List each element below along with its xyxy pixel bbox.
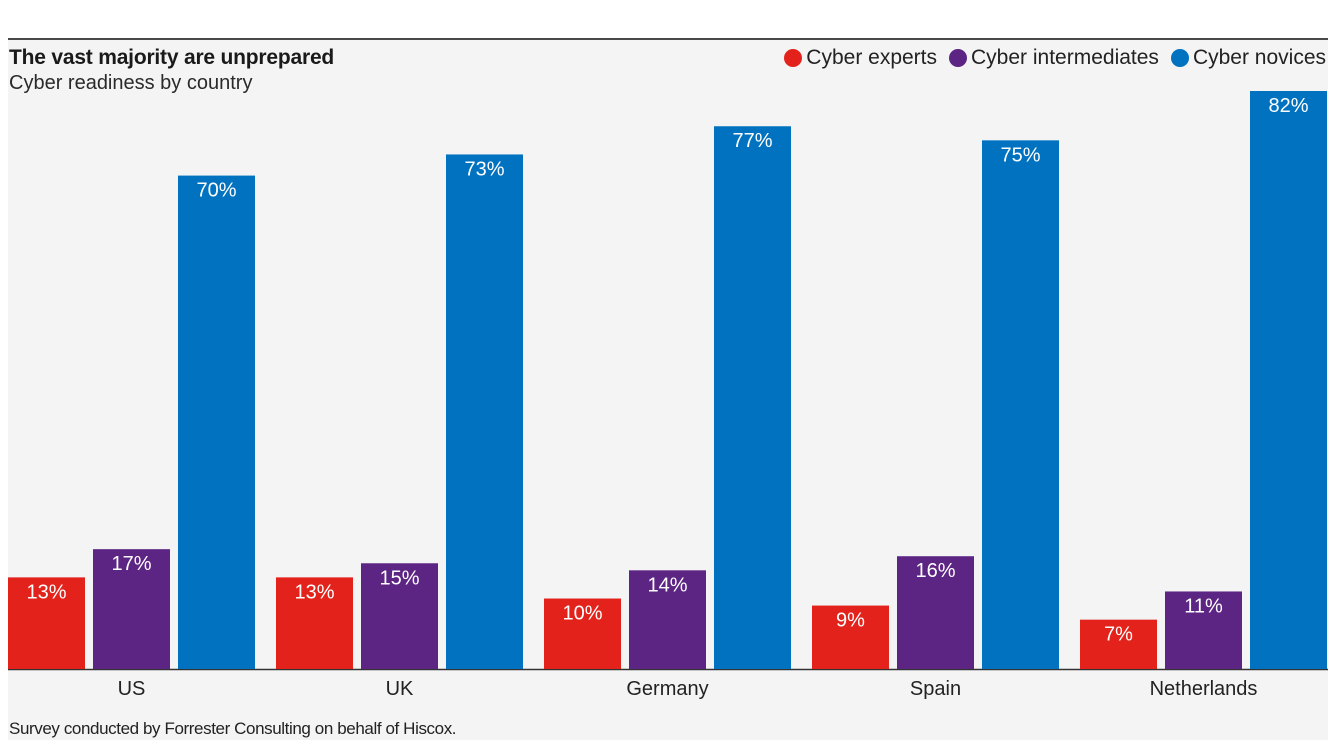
legend-item-intermediates: Cyber intermediates xyxy=(949,46,1159,70)
chart-legend: Cyber experts Cyber intermediates Cyber … xyxy=(772,46,1326,70)
data-label-us-cyber-experts: 13% xyxy=(26,581,66,603)
data-label-us-cyber-intermediates: 17% xyxy=(111,553,151,575)
source-note: Survey conducted by Forrester Consulting… xyxy=(9,719,457,738)
x-tick-label-uk: UK xyxy=(386,678,414,700)
data-label-germany-cyber-intermediates: 14% xyxy=(647,574,687,596)
data-label-uk-cyber-novices: 73% xyxy=(464,158,504,180)
data-label-spain-cyber-novices: 75% xyxy=(1000,144,1040,166)
x-tick-label-us: US xyxy=(118,678,146,700)
data-label-germany-cyber-experts: 10% xyxy=(562,603,602,625)
bar-spain-cyber-experts xyxy=(812,605,889,669)
data-label-germany-cyber-novices: 77% xyxy=(732,130,772,152)
chart-title: The vast majority are unprepared xyxy=(9,46,335,69)
legend-label-novices: Cyber novices xyxy=(1192,46,1326,69)
x-tick-label-germany: Germany xyxy=(626,678,708,700)
bar-netherlands-cyber-experts xyxy=(1080,619,1157,669)
bar-uk-cyber-intermediates xyxy=(361,563,438,669)
data-label-spain-cyber-experts: 9% xyxy=(836,610,865,632)
legend-item-experts: Cyber experts xyxy=(784,46,937,70)
data-label-uk-cyber-intermediates: 15% xyxy=(379,567,419,589)
data-label-spain-cyber-intermediates: 16% xyxy=(915,560,955,582)
bar-us-cyber-experts xyxy=(8,577,85,669)
x-tick-label-netherlands: Netherlands xyxy=(1150,678,1258,700)
bar-us-cyber-novices xyxy=(178,175,255,669)
bar-us-cyber-intermediates xyxy=(93,549,170,669)
bar-spain-cyber-intermediates xyxy=(897,556,974,669)
legend-label-intermediates: Cyber intermediates xyxy=(971,46,1159,69)
bar-germany-cyber-experts xyxy=(544,598,621,669)
data-label-us-cyber-novices: 70% xyxy=(196,180,236,202)
bar-germany-cyber-novices xyxy=(714,126,791,670)
bar-uk-cyber-experts xyxy=(276,577,353,669)
legend-label-experts: Cyber experts xyxy=(806,46,938,69)
chart-subtitle: Cyber readiness by country xyxy=(9,72,253,94)
bar-netherlands-cyber-intermediates xyxy=(1165,591,1242,669)
legend-item-novices: Cyber novices xyxy=(1170,46,1326,70)
x-tick-label-spain: Spain xyxy=(910,678,961,700)
bar-germany-cyber-intermediates xyxy=(629,570,706,669)
bar-uk-cyber-novices xyxy=(446,154,523,669)
bar-netherlands-cyber-novices xyxy=(1250,91,1327,669)
bar-spain-cyber-novices xyxy=(982,140,1059,670)
legend-dot-novices xyxy=(1170,49,1189,67)
data-label-netherlands-cyber-intermediates: 11% xyxy=(1184,595,1223,617)
data-label-uk-cyber-experts: 13% xyxy=(294,581,334,603)
legend-dot-intermediates xyxy=(949,49,968,67)
data-label-netherlands-cyber-experts: 7% xyxy=(1104,624,1133,646)
data-label-netherlands-cyber-novices: 82% xyxy=(1268,95,1308,117)
legend-dot-experts xyxy=(784,49,803,67)
